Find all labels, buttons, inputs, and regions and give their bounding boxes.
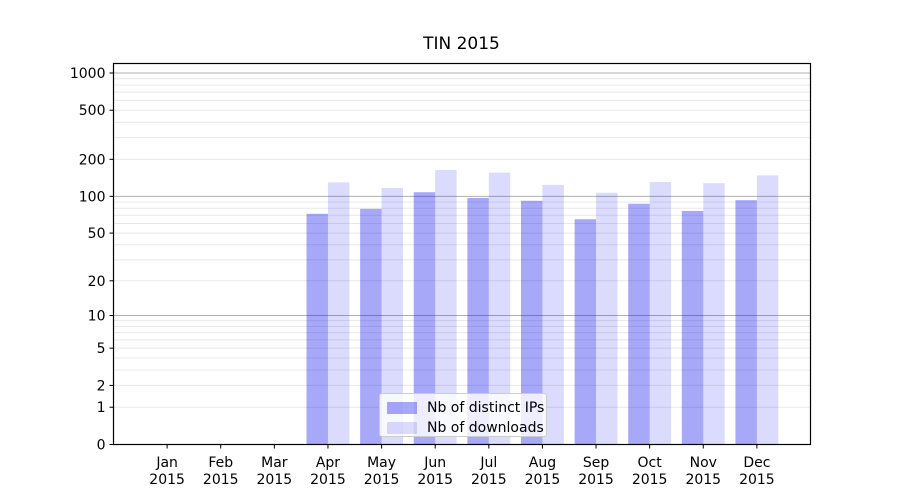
y-tick-label: 20	[88, 274, 106, 290]
bar-distinct-ips	[520, 200, 543, 445]
y-tick-label: 5	[97, 341, 106, 357]
bar-downloads	[542, 184, 564, 445]
legend: Nb of distinct IPs Nb of downloads	[379, 393, 547, 437]
bar-distinct-ips	[360, 208, 382, 445]
bar-distinct-ips	[467, 197, 489, 445]
y-tick-label: 50	[88, 226, 106, 242]
x-tick-label-year: 2015	[310, 472, 346, 488]
x-tick-label-month: Feb	[208, 455, 233, 471]
y-tick-label: 10	[88, 309, 106, 325]
x-tick-label-year: 2015	[685, 472, 721, 488]
legend-label-distinct-ips: Nb of distinct IPs	[427, 399, 545, 416]
legend-label-downloads: Nb of downloads	[427, 419, 544, 436]
y-tick-label: 100	[79, 189, 106, 205]
x-tick-label-month: Oct	[638, 455, 663, 471]
bar-downloads	[703, 183, 725, 445]
legend-item-distinct-ips: Nb of distinct IPs	[387, 399, 546, 416]
x-tick-label-month: Nov	[690, 455, 717, 471]
x-tick-label-year: 2015	[417, 472, 453, 488]
x-tick-label-year: 2015	[257, 472, 293, 488]
legend-item-downloads: Nb of downloads	[387, 419, 546, 436]
x-tick-label-month: Jul	[479, 455, 497, 471]
bar-distinct-ips	[681, 210, 704, 445]
y-tick-label: 0	[97, 438, 106, 454]
chart-title: TIN 2015	[423, 34, 500, 54]
bar-downloads	[435, 169, 457, 445]
x-tick-label-year: 2015	[525, 472, 561, 488]
bar-distinct-ips	[628, 203, 650, 445]
bar-downloads	[756, 175, 779, 445]
legend-swatch-downloads	[387, 421, 417, 434]
x-tick-label-year: 2015	[203, 472, 239, 488]
plot-border	[112, 62, 812, 446]
bar-downloads	[381, 187, 404, 445]
bar-distinct-ips	[574, 219, 597, 445]
bar-downloads	[649, 181, 672, 445]
x-tick-label-month: Apr	[316, 455, 340, 471]
y-tick-label: 200	[79, 152, 106, 168]
x-tick-label-month: Dec	[743, 455, 770, 471]
bar-downloads	[327, 182, 350, 445]
x-tick-label-month: Jun	[423, 455, 446, 471]
x-tick-label-year: 2015	[364, 472, 400, 488]
bar-distinct-ips	[306, 213, 328, 445]
y-tick-label: 1	[97, 400, 106, 416]
x-tick-label-year: 2015	[632, 472, 668, 488]
y-tick-label: 1000	[70, 66, 106, 82]
x-tick-label-month: May	[367, 455, 396, 471]
legend-swatch-distinct-ips	[387, 401, 417, 414]
y-tick-label: 500	[79, 103, 106, 119]
x-tick-label-month: Jan	[155, 455, 178, 471]
x-tick-label-year: 2015	[578, 472, 614, 488]
bar-distinct-ips	[735, 200, 757, 445]
x-tick-label-month: Aug	[529, 455, 556, 471]
x-tick-label-year: 2015	[739, 472, 775, 488]
x-tick-label-month: Mar	[261, 455, 288, 471]
bar-distinct-ips	[413, 192, 436, 445]
bar-downloads	[488, 172, 511, 445]
x-tick-label-year: 2015	[149, 472, 185, 488]
x-tick-label-year: 2015	[471, 472, 507, 488]
y-tick-label: 2	[97, 378, 106, 394]
bar-downloads	[596, 192, 618, 445]
x-tick-label-month: Sep	[583, 455, 610, 471]
